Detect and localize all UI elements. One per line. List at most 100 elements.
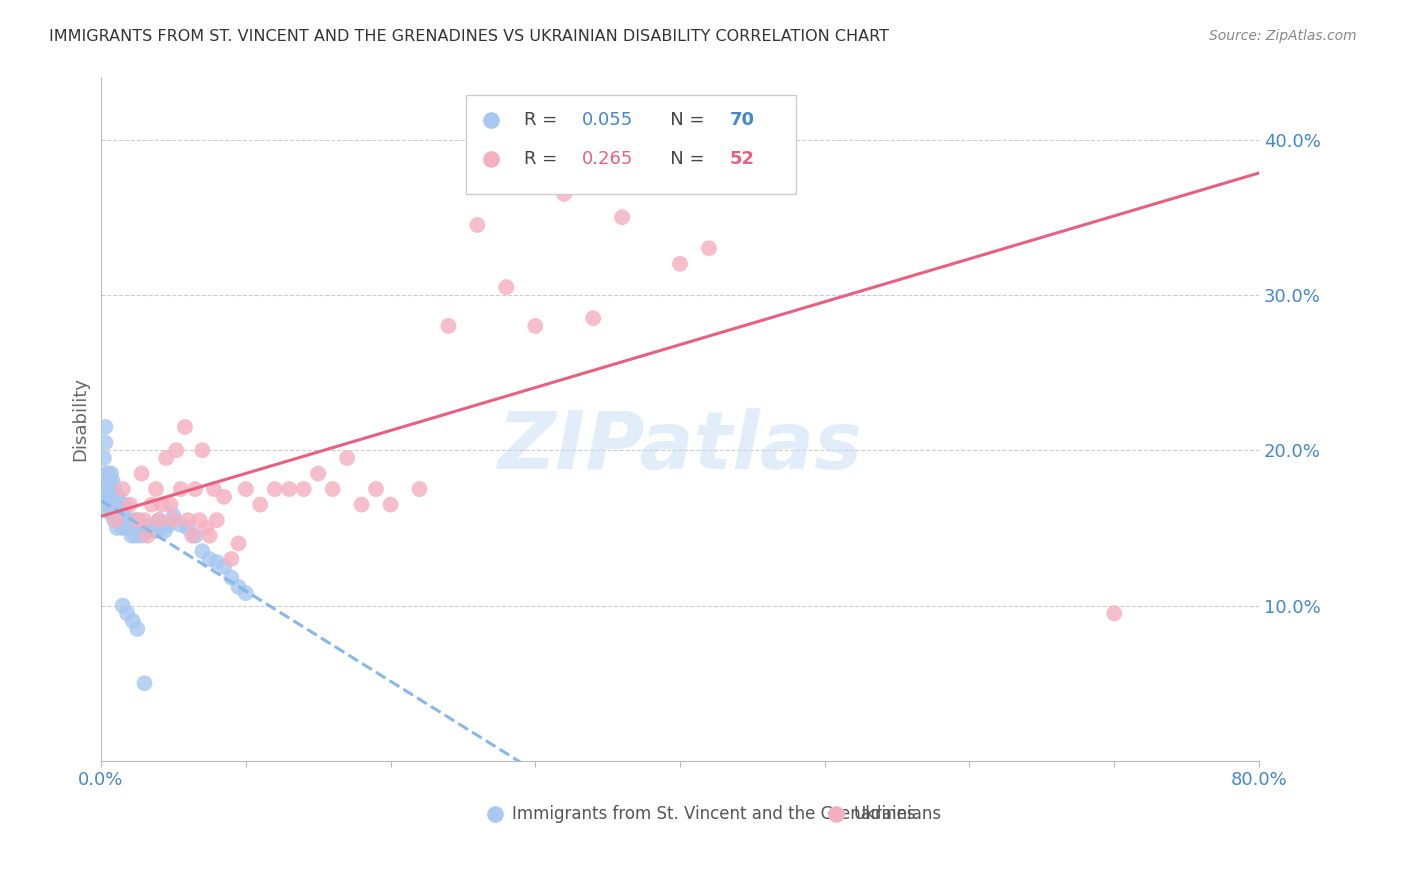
Text: Ukrainians: Ukrainians bbox=[853, 805, 942, 823]
Point bbox=[292, 482, 315, 496]
Point bbox=[205, 555, 228, 569]
Text: R =: R = bbox=[523, 112, 562, 129]
Point bbox=[640, 163, 662, 178]
Point bbox=[155, 450, 177, 465]
Point bbox=[110, 513, 132, 527]
Point bbox=[136, 524, 159, 538]
Point bbox=[228, 580, 250, 594]
Point bbox=[93, 450, 115, 465]
Point bbox=[141, 517, 163, 532]
Point bbox=[1102, 607, 1125, 621]
Text: R =: R = bbox=[523, 151, 562, 169]
Point bbox=[350, 498, 373, 512]
Point bbox=[134, 521, 156, 535]
Point bbox=[145, 482, 167, 496]
Point bbox=[495, 280, 517, 294]
Point bbox=[110, 498, 132, 512]
Point bbox=[162, 513, 184, 527]
Point bbox=[97, 467, 120, 481]
Point bbox=[111, 482, 134, 496]
Point bbox=[128, 513, 150, 527]
Point bbox=[101, 490, 124, 504]
Point bbox=[165, 443, 187, 458]
Point bbox=[118, 498, 141, 512]
Point bbox=[105, 498, 128, 512]
Point bbox=[212, 559, 235, 574]
Text: IMMIGRANTS FROM ST. VINCENT AND THE GRENADINES VS UKRAINIAN DISABILITY CORRELATI: IMMIGRANTS FROM ST. VINCENT AND THE GREN… bbox=[49, 29, 889, 44]
Point bbox=[107, 490, 129, 504]
Point bbox=[553, 186, 575, 201]
Point bbox=[125, 529, 148, 543]
Point bbox=[98, 475, 121, 489]
Point bbox=[115, 607, 138, 621]
Point bbox=[127, 521, 149, 535]
Text: Immigrants from St. Vincent and the Grenadines: Immigrants from St. Vincent and the Gren… bbox=[512, 805, 915, 823]
Point bbox=[131, 467, 153, 481]
Point bbox=[101, 505, 124, 519]
Point bbox=[191, 443, 214, 458]
Point bbox=[122, 521, 145, 535]
Point bbox=[198, 529, 221, 543]
Point bbox=[134, 676, 156, 690]
Point bbox=[235, 586, 257, 600]
Point bbox=[174, 420, 197, 434]
Point bbox=[148, 513, 170, 527]
Point bbox=[228, 536, 250, 550]
Point bbox=[112, 498, 135, 512]
Point bbox=[96, 467, 118, 481]
Point bbox=[94, 420, 117, 434]
Point bbox=[97, 490, 120, 504]
Point bbox=[115, 513, 138, 527]
Point bbox=[136, 529, 159, 543]
Point bbox=[212, 490, 235, 504]
Point bbox=[169, 482, 191, 496]
Point bbox=[120, 529, 142, 543]
Point bbox=[697, 241, 720, 255]
Point bbox=[157, 517, 180, 532]
Text: 0.265: 0.265 bbox=[582, 151, 633, 169]
Point bbox=[221, 552, 243, 566]
Point bbox=[221, 571, 243, 585]
Point bbox=[111, 505, 134, 519]
Point bbox=[96, 482, 118, 496]
Text: 0.055: 0.055 bbox=[582, 112, 633, 129]
Point bbox=[191, 544, 214, 558]
Point bbox=[114, 521, 136, 535]
Point bbox=[202, 482, 225, 496]
Point bbox=[104, 513, 127, 527]
Point bbox=[145, 524, 167, 538]
Point bbox=[184, 482, 207, 496]
Point bbox=[104, 505, 127, 519]
Point bbox=[108, 505, 131, 519]
Text: N =: N = bbox=[654, 112, 710, 129]
Point bbox=[141, 498, 163, 512]
Point bbox=[159, 498, 181, 512]
Point bbox=[131, 529, 153, 543]
Point bbox=[97, 482, 120, 496]
Point bbox=[278, 482, 301, 496]
Point bbox=[117, 521, 139, 535]
Point bbox=[307, 467, 329, 481]
Point bbox=[148, 513, 170, 527]
Point bbox=[104, 513, 127, 527]
Point bbox=[177, 513, 200, 527]
Point bbox=[98, 505, 121, 519]
Point bbox=[188, 513, 211, 527]
Point bbox=[162, 508, 184, 523]
Text: Source: ZipAtlas.com: Source: ZipAtlas.com bbox=[1209, 29, 1357, 43]
Point bbox=[322, 482, 344, 496]
Point bbox=[134, 513, 156, 527]
Point bbox=[112, 513, 135, 527]
Point bbox=[104, 490, 127, 504]
Point bbox=[169, 517, 191, 532]
Point bbox=[103, 482, 125, 496]
Point bbox=[610, 211, 633, 225]
Point bbox=[127, 622, 149, 636]
Point bbox=[105, 521, 128, 535]
Point bbox=[122, 614, 145, 628]
Point bbox=[524, 318, 547, 333]
Text: 52: 52 bbox=[730, 151, 755, 169]
FancyBboxPatch shape bbox=[465, 95, 796, 194]
Point bbox=[127, 513, 149, 527]
Point bbox=[582, 311, 605, 326]
